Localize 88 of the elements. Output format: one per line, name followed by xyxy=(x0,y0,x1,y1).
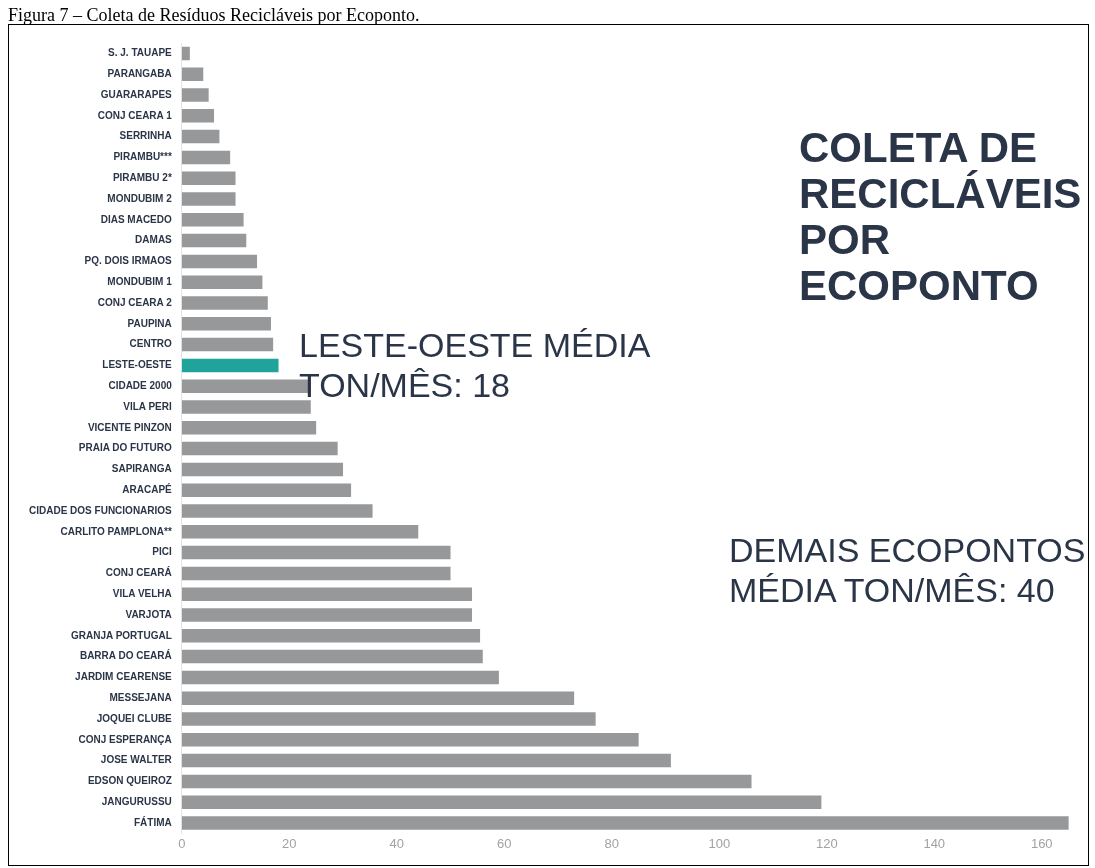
y-tick-label: EDSON QUEIROZ xyxy=(87,775,172,787)
bar xyxy=(181,733,639,747)
annotation: DEMAIS ECOPONTOS MÉDIA TON/MÊS: 40 xyxy=(729,530,1087,610)
bar xyxy=(181,275,263,289)
y-tick-label: CIDADE DOS FUNCIONARIOS xyxy=(28,504,173,516)
bar xyxy=(181,566,451,581)
y-tick-label: PQ. DOIS IRMAOS xyxy=(84,255,173,267)
y-tick-label: LESTE-OESTE xyxy=(102,359,173,371)
bar xyxy=(181,400,311,414)
bar xyxy=(181,462,344,477)
y-tick-label: JOSE WALTER xyxy=(100,754,173,766)
y-tick-label: GUARARAPES xyxy=(100,88,173,100)
x-tick-label: 160 xyxy=(1030,835,1053,851)
y-tick-label: CONJ CEARA 2 xyxy=(97,296,173,308)
x-tick-label: 140 xyxy=(923,835,946,851)
y-tick-label: MONDUBIM 2 xyxy=(107,192,173,204)
y-tick-label: CONJ CEARÁ xyxy=(105,566,172,579)
y-tick-label: VICENTE PINZON xyxy=(87,421,172,433)
y-tick-label: CENTRO xyxy=(129,338,172,350)
y-tick-label: JOQUEI CLUBE xyxy=(96,712,173,724)
bar xyxy=(181,441,338,456)
bar xyxy=(181,233,247,248)
bar xyxy=(181,525,419,539)
bar xyxy=(181,46,190,61)
y-tick-label: MESSEJANA xyxy=(109,691,172,703)
y-tick-label: CIDADE 2000 xyxy=(108,379,173,391)
y-tick-label: PIRAMBU 2* xyxy=(112,171,172,183)
y-tick-label: CARLITO PAMPLONA** xyxy=(60,525,172,537)
y-tick-label: MONDUBIM 1 xyxy=(107,275,173,287)
bar xyxy=(181,88,209,102)
y-tick-label: JARDIM CEARENSE xyxy=(75,671,173,683)
y-tick-label: VARJOTA xyxy=(125,608,172,620)
y-tick-label: JANGURUSSU xyxy=(101,795,172,807)
annotation: LESTE-OESTE MÉDIA TON/MÊS: 18 xyxy=(299,325,651,405)
y-tick-label: DIAS MACEDO xyxy=(100,213,172,225)
y-tick-label: DAMAS xyxy=(135,234,173,246)
bar xyxy=(181,254,258,269)
y-tick-label: SERRINHA xyxy=(119,130,172,142)
bar xyxy=(181,421,317,435)
y-tick-label: VILA PERI xyxy=(123,400,172,412)
y-tick-label: SAPIRANGA xyxy=(111,463,172,475)
x-tick-label: 120 xyxy=(815,835,838,851)
bar xyxy=(181,753,671,768)
x-tick-label: 20 xyxy=(282,835,297,851)
y-tick-label: PARANGABA xyxy=(107,67,172,79)
bar xyxy=(181,774,752,789)
bar xyxy=(181,483,352,497)
bar xyxy=(181,545,451,560)
bar xyxy=(181,795,822,809)
y-tick-label: PIRAMBU*** xyxy=(113,151,172,163)
bar xyxy=(181,587,473,601)
y-tick-label: S. J. TAUAPE xyxy=(108,47,173,59)
bar xyxy=(181,67,204,81)
y-tick-label: PICI xyxy=(152,546,172,558)
x-tick-label: 80 xyxy=(604,835,619,851)
y-tick-label: VILA VELHA xyxy=(112,587,172,599)
bar xyxy=(181,213,244,227)
bar xyxy=(181,691,575,705)
bar xyxy=(181,816,1069,830)
y-tick-label: PAUPINA xyxy=(127,317,172,329)
bar xyxy=(181,296,268,310)
x-tick-label: 60 xyxy=(497,835,512,851)
bar xyxy=(181,171,236,185)
bar xyxy=(181,337,274,352)
bar xyxy=(181,317,272,331)
bar xyxy=(181,649,483,664)
x-tick-label: 100 xyxy=(708,835,731,851)
y-tick-label: BARRA DO CEARÁ xyxy=(79,649,172,662)
y-tick-label: GRANJA PORTUGAL xyxy=(71,629,172,641)
bar xyxy=(181,608,473,622)
y-tick-label: FÁTIMA xyxy=(134,815,172,828)
bar xyxy=(181,129,220,144)
bar xyxy=(181,358,279,373)
text: COLETA DE RECICLÁVEIS POR ECOPONTO xyxy=(799,124,1083,309)
x-tick-label: 40 xyxy=(389,835,405,851)
y-tick-label: CONJ CEARA 1 xyxy=(97,109,173,121)
text: Figura 7 – Coleta de Resíduos Recicláveis por Ecoponto. xyxy=(8,5,421,25)
bar xyxy=(181,150,231,165)
bar xyxy=(181,109,215,123)
y-tick-label: CONJ ESPERANÇA xyxy=(78,733,172,745)
bar xyxy=(181,712,596,726)
x-tick-label: 0 xyxy=(178,835,186,851)
bar xyxy=(181,192,236,206)
bar xyxy=(181,629,481,643)
y-tick-label: PRAIA DO FUTURO xyxy=(78,442,172,454)
y-tick-label: ARACAPÉ xyxy=(122,482,173,495)
bar xyxy=(181,504,373,518)
bar xyxy=(181,670,499,685)
